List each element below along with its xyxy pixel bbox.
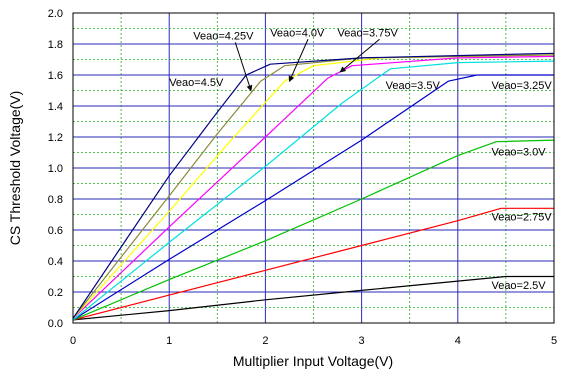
y-tick-label: 0.6 bbox=[48, 225, 63, 237]
series-label: Veao=2.5V bbox=[491, 280, 546, 292]
annotation-arrow bbox=[234, 42, 253, 92]
y-tick-label: 2.0 bbox=[48, 8, 63, 20]
y-tick-label: 0.0 bbox=[48, 318, 63, 330]
annotations: Veao=2.5V Veao=2.75V Veao=3.0V Veao=3.25V Ve… bbox=[169, 27, 552, 292]
series-label: Veao=3.25V bbox=[491, 80, 552, 92]
series-label: Veao=2.75V bbox=[491, 212, 552, 224]
y-tick-label: 1.2 bbox=[48, 132, 63, 144]
x-tick-labels: 0 1 2 3 4 5 bbox=[70, 335, 557, 347]
y-tick-label: 1.0 bbox=[48, 163, 63, 175]
plot-frame bbox=[72, 12, 555, 324]
series-label: Veao=3.5V bbox=[386, 80, 441, 92]
series-label: Veao=4.25V bbox=[193, 30, 254, 42]
x-tick-label: 1 bbox=[166, 335, 172, 347]
x-tick-label: 0 bbox=[70, 335, 76, 347]
annotation-arrow bbox=[288, 39, 309, 83]
series-line-veao-3-5v bbox=[72, 60, 555, 321]
y-tick-label: 1.6 bbox=[48, 70, 63, 82]
y-tick-label: 0.2 bbox=[48, 287, 63, 299]
series-line-veao-3-25v bbox=[72, 74, 554, 321]
series-line-veao-3-0v bbox=[72, 139, 555, 321]
y-tick-label: 0.4 bbox=[48, 256, 63, 268]
series-label: Veao=3.0V bbox=[491, 147, 546, 159]
y-tick-labels: 0.0 0.2 0.4 0.6 0.8 1.0 1.2 1.4 1.6 1.8 2.0 bbox=[48, 8, 63, 330]
series-line-veao-2-75v bbox=[72, 207, 554, 321]
x-axis-title: Multiplier Input Voltage(V) bbox=[233, 353, 393, 369]
y-tick-label: 0.8 bbox=[48, 194, 63, 206]
y-tick-label: 1.4 bbox=[48, 101, 63, 113]
x-tick-label: 2 bbox=[262, 335, 268, 347]
grid bbox=[73, 13, 554, 323]
x-tick-label: 4 bbox=[455, 335, 461, 347]
series-line-veao-3-75v bbox=[72, 55, 555, 319]
series-label: Veao=3.75V bbox=[338, 27, 399, 39]
plot-series bbox=[72, 52, 555, 321]
series-label: Veao=4.0V bbox=[270, 27, 325, 39]
series-line-veao-2-5v bbox=[72, 275, 554, 321]
series-label: Veao=4.5V bbox=[169, 77, 224, 89]
y-tick-label: 1.8 bbox=[48, 39, 63, 51]
x-tick-label: 5 bbox=[551, 335, 557, 347]
x-tick-label: 3 bbox=[359, 335, 365, 347]
y-axis-title: CS Threshold Voltage(V) bbox=[7, 91, 23, 246]
annotation-arrow bbox=[339, 38, 380, 73]
